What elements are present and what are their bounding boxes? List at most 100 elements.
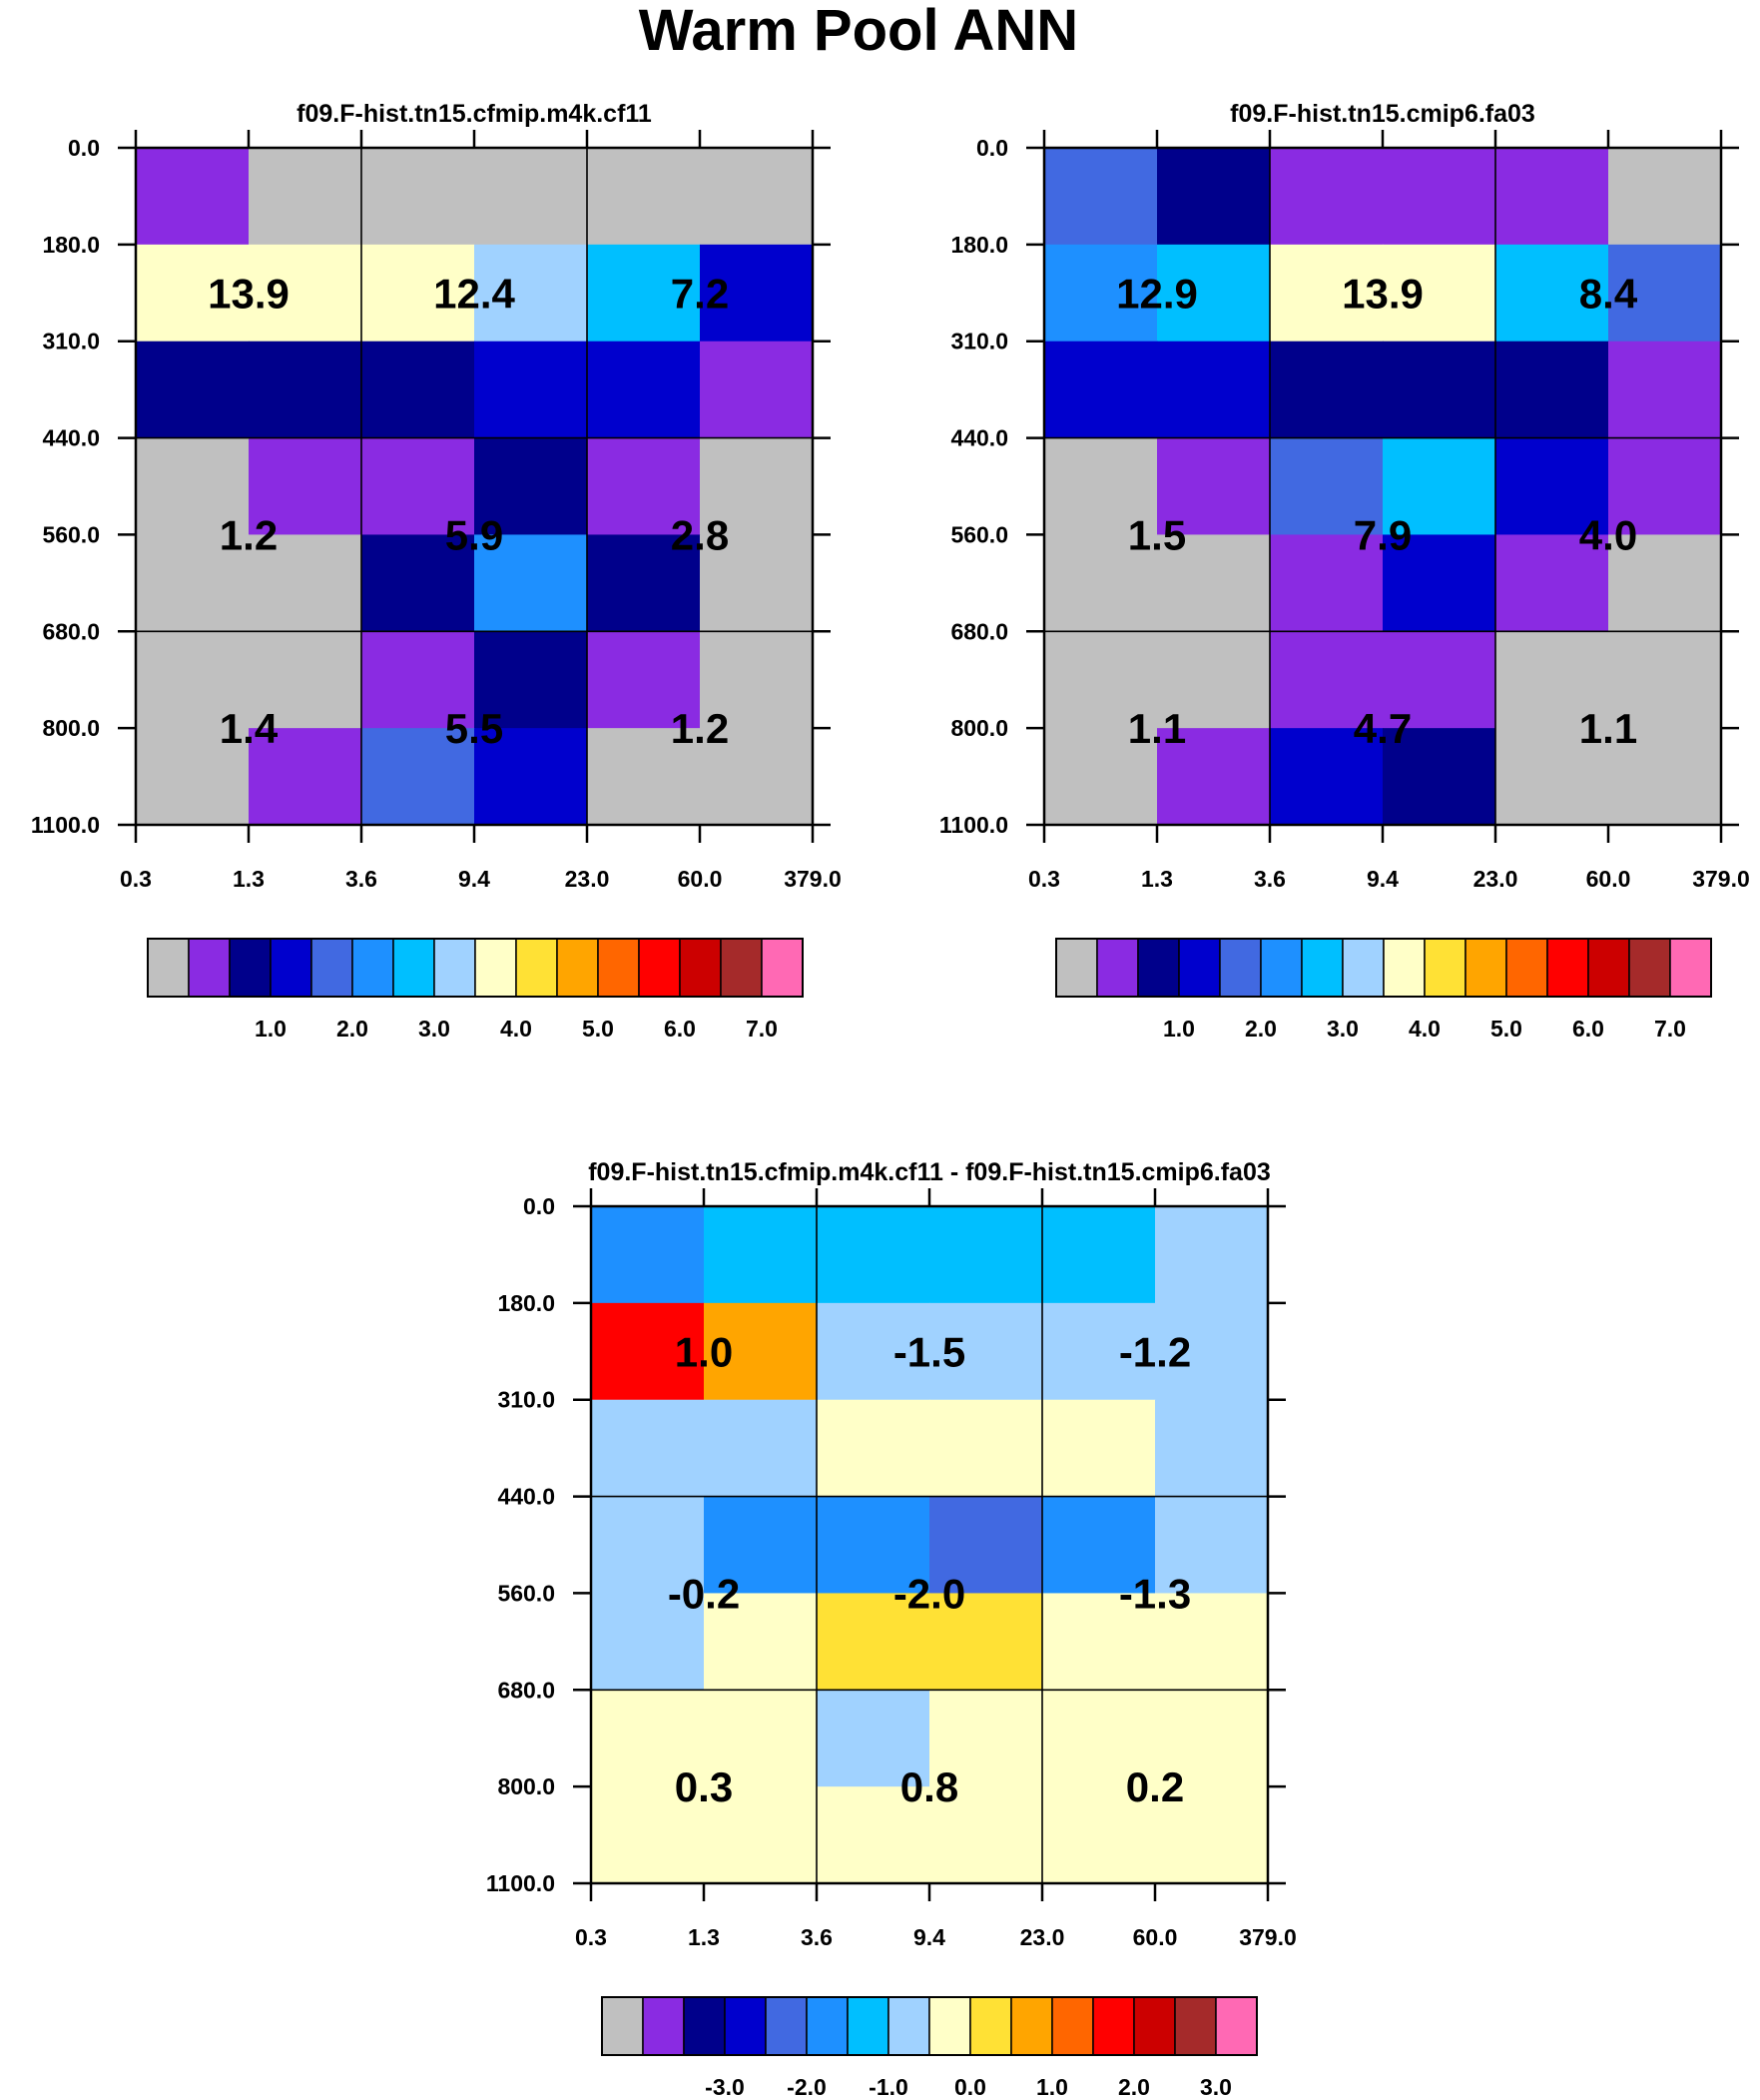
heatmap-cell bbox=[587, 728, 701, 826]
colorbar-label: 6.0 bbox=[664, 1016, 696, 1042]
colorbar-label: -1.0 bbox=[869, 2074, 908, 2100]
x-tick-label: 1.3 bbox=[1141, 866, 1173, 892]
heatmap-cell bbox=[1042, 1690, 1156, 1787]
colorbar-swatch bbox=[1505, 938, 1548, 998]
colorbar-label: 2.0 bbox=[1118, 2074, 1150, 2100]
heatmap-cell bbox=[1155, 1786, 1269, 1884]
heatmap-cell bbox=[817, 1206, 930, 1304]
y-tick-label: 680.0 bbox=[497, 1677, 555, 1703]
heatmap-cell bbox=[136, 437, 250, 536]
colorbar-label: 2.0 bbox=[1245, 1016, 1277, 1042]
heatmap-cell bbox=[700, 341, 814, 439]
colorbar-swatch bbox=[1096, 938, 1139, 998]
heatmap-cell bbox=[587, 437, 701, 536]
heatmap-cell bbox=[1383, 631, 1496, 729]
y-tick-label: 800.0 bbox=[950, 715, 1008, 741]
x-tick-label: 379.0 bbox=[1239, 1924, 1297, 1950]
heatmap-cell bbox=[1383, 341, 1496, 439]
heatmap-cell bbox=[1383, 728, 1496, 826]
y-tick-label: 800.0 bbox=[42, 715, 100, 741]
cell-value-label: 0.8 bbox=[900, 1763, 958, 1810]
y-tick-label: 680.0 bbox=[950, 618, 1008, 644]
panel-title: f09.F-hist.tn15.cfmip.m4k.cf11 - f09.F-h… bbox=[588, 1158, 1271, 1186]
heatmap-cell bbox=[1155, 1399, 1269, 1498]
colorbar-swatch bbox=[1587, 938, 1630, 998]
heatmap-cell bbox=[591, 1690, 705, 1787]
heatmap-cell bbox=[1157, 341, 1271, 439]
cell-value-label: 4.7 bbox=[1354, 705, 1412, 752]
heatmap-cell bbox=[1042, 1593, 1156, 1691]
y-tick-label: 440.0 bbox=[497, 1484, 555, 1510]
colorbar-swatch bbox=[1383, 938, 1426, 998]
cell-value-label: 5.5 bbox=[445, 705, 503, 752]
heatmap-cell bbox=[591, 1496, 705, 1595]
colorbar-swatch bbox=[1546, 938, 1589, 998]
cell-value-label: 13.9 bbox=[208, 270, 290, 317]
cell-value-label: 1.1 bbox=[1579, 705, 1637, 752]
colorbar-swatch bbox=[847, 1996, 889, 2056]
heatmap-cell bbox=[929, 1690, 1043, 1787]
heatmap-cell bbox=[929, 1786, 1043, 1884]
heatmap-cell bbox=[1608, 148, 1722, 246]
cell-value-label: 0.3 bbox=[675, 1763, 733, 1810]
y-tick-label: 0.0 bbox=[523, 1193, 555, 1219]
cell-value-label: -1.2 bbox=[1119, 1328, 1191, 1375]
x-tick-label: 9.4 bbox=[1367, 866, 1399, 892]
colorbar-swatch bbox=[1010, 1996, 1053, 2056]
colorbar-swatch bbox=[1424, 938, 1467, 998]
cell-value-label: 5.9 bbox=[445, 511, 503, 558]
y-tick-label: 440.0 bbox=[950, 425, 1008, 451]
colorbar-swatch bbox=[1628, 938, 1671, 998]
colorbar-swatch bbox=[515, 938, 558, 998]
colorbar-label: 2.0 bbox=[336, 1016, 368, 1042]
heatmap-cell bbox=[361, 244, 475, 343]
colorbar-frame bbox=[601, 1996, 1258, 2056]
colorbar-swatch bbox=[806, 1996, 849, 2056]
heatmap-panel: f09.F-hist.tn15.cfmip.m4k.cf11 - f09.F-h… bbox=[486, 1158, 1297, 2100]
heatmap-cell bbox=[1157, 534, 1271, 632]
heatmap-cell bbox=[1270, 728, 1384, 826]
heatmap-cell bbox=[1608, 534, 1722, 632]
heatmap-cell bbox=[1044, 148, 1158, 246]
colorbar-swatch bbox=[1174, 1996, 1217, 2056]
heatmap-cell bbox=[1608, 631, 1722, 729]
cell-value-label: -2.0 bbox=[893, 1570, 965, 1617]
y-tick-label: 0.0 bbox=[976, 135, 1008, 161]
heatmap-cell bbox=[587, 341, 701, 439]
heatmap-cell bbox=[1044, 341, 1158, 439]
heatmap-cell bbox=[704, 1593, 818, 1691]
heatmap-cell bbox=[1157, 148, 1271, 246]
heatmap-cell bbox=[1042, 1496, 1156, 1595]
cell-value-label: 1.0 bbox=[675, 1328, 733, 1375]
y-tick-label: 1100.0 bbox=[31, 812, 100, 838]
colorbar-swatch bbox=[474, 938, 517, 998]
x-tick-label: 1.3 bbox=[688, 1924, 720, 1950]
heatmap-cell bbox=[1042, 1206, 1156, 1304]
colorbar: 1.0 2.0 3.0 4.0 5.0 6.0 7.0 bbox=[147, 938, 804, 1042]
heatmap-cell bbox=[136, 631, 250, 729]
heatmap-cell bbox=[1383, 437, 1496, 536]
colorbar-swatch bbox=[1219, 938, 1262, 998]
heatmap-cell bbox=[929, 1496, 1043, 1595]
heatmap-cell bbox=[1495, 728, 1609, 826]
colorbar-swatch bbox=[1465, 938, 1507, 998]
heatmap-cell bbox=[1383, 148, 1496, 246]
colorbar-swatch bbox=[351, 938, 394, 998]
heatmap-cell bbox=[817, 1302, 930, 1401]
heatmap-cell bbox=[591, 1302, 705, 1401]
heatmap-cell bbox=[591, 1786, 705, 1884]
colorbar-swatch bbox=[229, 938, 272, 998]
x-tick-label: 9.4 bbox=[913, 1924, 945, 1950]
heatmap-cell bbox=[1155, 1496, 1269, 1595]
heatmap-cell bbox=[704, 1302, 818, 1401]
heatmap-cell bbox=[1383, 534, 1496, 632]
heatmap-cell bbox=[1495, 341, 1609, 439]
y-tick-label: 560.0 bbox=[42, 521, 100, 547]
x-tick-label: 379.0 bbox=[784, 866, 842, 892]
heatmap-cell bbox=[700, 437, 814, 536]
heatmap-cell bbox=[361, 534, 475, 632]
y-tick-label: 560.0 bbox=[950, 521, 1008, 547]
heatmap-cell bbox=[249, 437, 362, 536]
x-tick-label: 0.3 bbox=[1028, 866, 1060, 892]
colorbar-label: 1.0 bbox=[1036, 2074, 1068, 2100]
